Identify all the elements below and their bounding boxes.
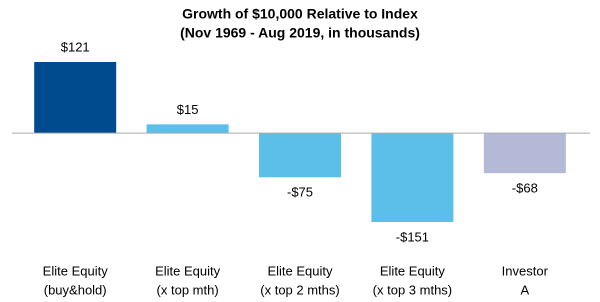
bar: [259, 133, 341, 178]
bar: [483, 133, 566, 174]
chart-subtitle: (Nov 1969 - Aug 2019, in thousands): [180, 25, 420, 41]
x-tick-label: (x top mth): [157, 282, 219, 297]
x-tick-label: Elite Equity: [155, 263, 221, 278]
value-label: $121: [61, 39, 90, 54]
value-label: -$151: [396, 229, 429, 244]
bar: [34, 62, 117, 134]
x-tick-label: (x top 3 mths): [373, 282, 452, 297]
x-tick-label: Investor: [502, 263, 549, 278]
x-tick-label: Elite Equity: [43, 263, 109, 278]
value-label: -$75: [287, 185, 313, 200]
value-label: $15: [177, 102, 199, 117]
bar: [371, 133, 454, 222]
value-label: -$68: [512, 181, 538, 196]
bar: [146, 124, 229, 134]
x-tick-label: Elite Equity: [380, 263, 446, 278]
x-tick-label: A: [520, 282, 529, 297]
chart-title: Growth of $10,000 Relative to Index: [182, 6, 418, 22]
x-tick-label: (x top 2 mths): [260, 282, 339, 297]
x-tick-label: (buy&hold): [44, 282, 107, 297]
x-tick-label: Elite Equity: [267, 263, 333, 278]
